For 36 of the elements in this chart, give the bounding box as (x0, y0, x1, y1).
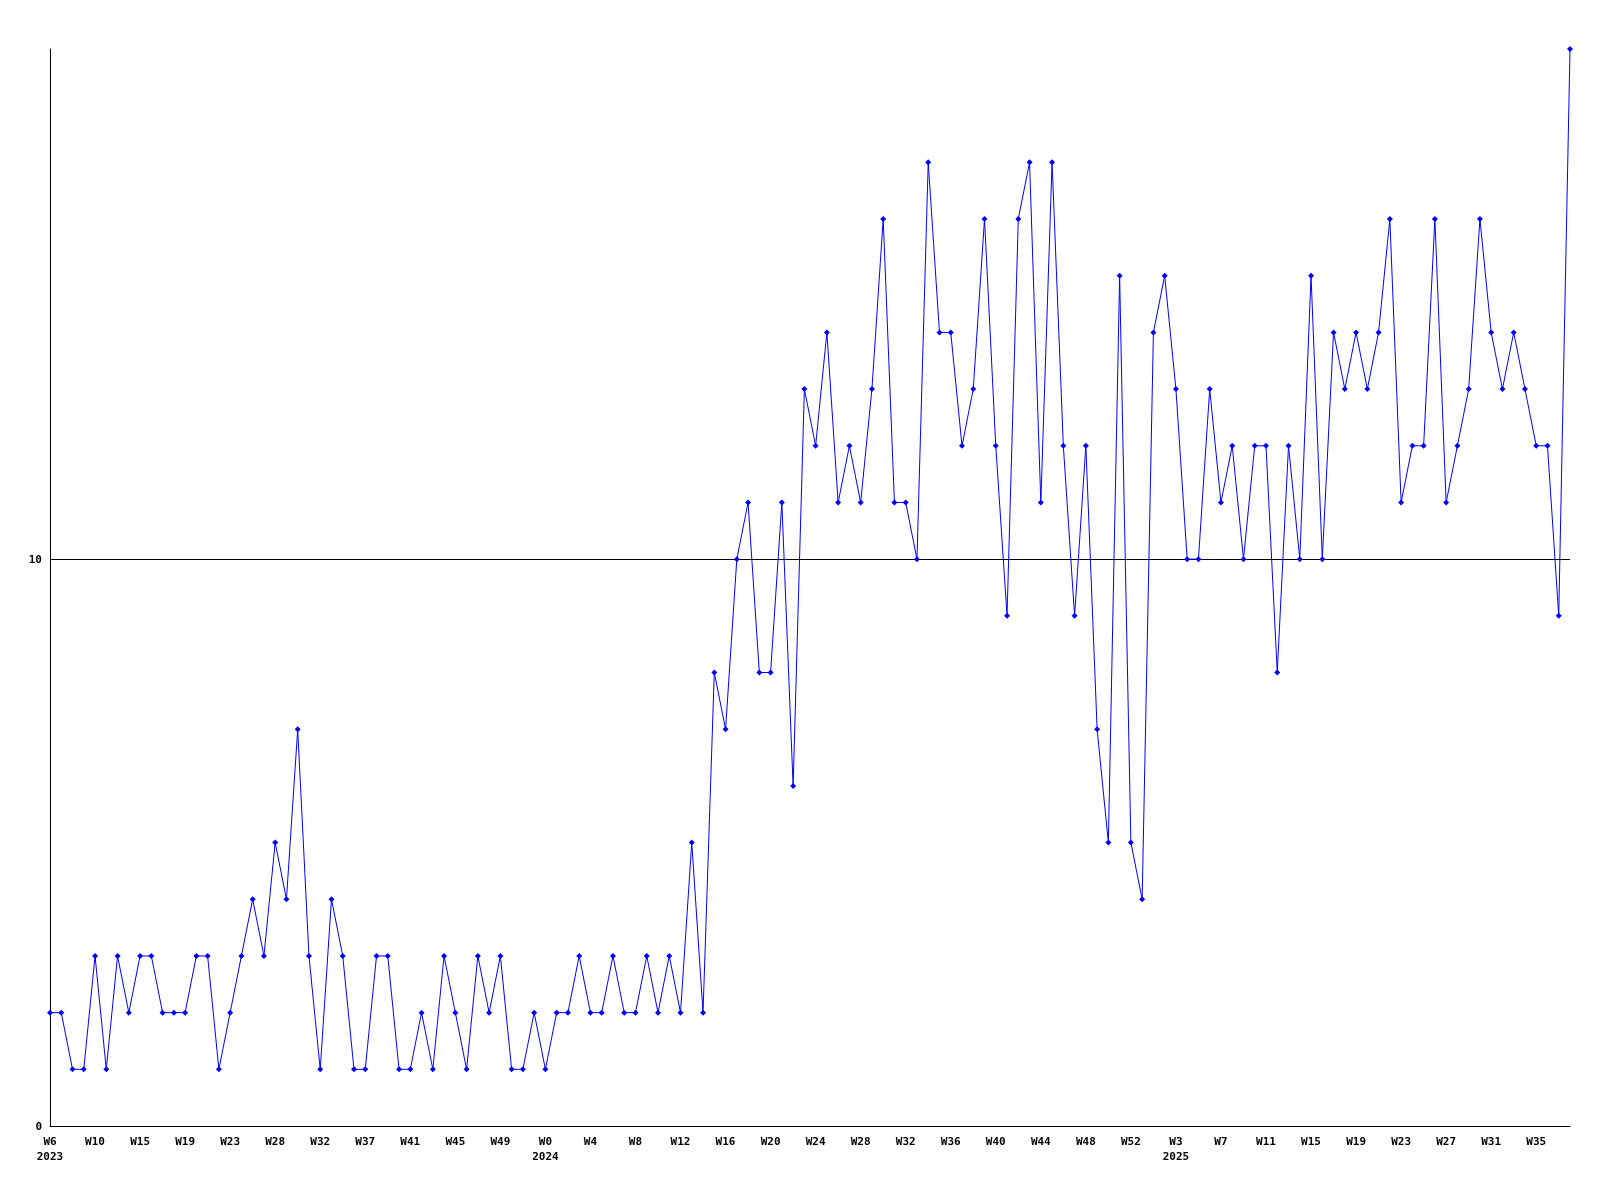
x-tick-label: W35 (1526, 1135, 1547, 1148)
x-tick-label: W28 (850, 1135, 871, 1148)
x-tick-label: W3 2025 (1162, 1135, 1190, 1163)
x-tick-label: W23 (1391, 1135, 1412, 1148)
x-tick-label: W15 (130, 1135, 151, 1148)
y-tick-label: 0 (35, 1119, 42, 1133)
x-tick-label: W40 (985, 1135, 1006, 1148)
x-tick-label: W15 (1301, 1135, 1321, 1148)
x-tick-label: W52 (1120, 1135, 1141, 1148)
y-tick-label: 10 (28, 552, 42, 566)
x-tick-label: W27 (1436, 1135, 1457, 1148)
x-tick-label: W0 2024 (532, 1135, 560, 1163)
x-tick-label: W11 (1256, 1135, 1277, 1148)
x-tick-label: W19 (175, 1135, 196, 1148)
x-tick-label: W44 (1030, 1135, 1052, 1148)
x-tick-label: W16 (715, 1135, 736, 1148)
x-tick-label: W19 (1346, 1135, 1367, 1148)
x-tick-label: W12 (670, 1135, 691, 1148)
x-tick-label: W24 (805, 1135, 826, 1148)
x-tick-label: W36 (940, 1135, 962, 1148)
x-tick-label: W32 (310, 1135, 331, 1148)
x-tick-label: W31 (1481, 1135, 1502, 1148)
x-tick-label: W37 (355, 1135, 376, 1148)
x-tick-label: W10 (85, 1135, 105, 1148)
x-tick-label: W49 (490, 1135, 511, 1148)
x-tick-label: W6 2023 (36, 1135, 64, 1163)
x-tick-label: W28 (265, 1135, 286, 1148)
x-tick-label: W45 (445, 1135, 466, 1148)
x-tick-label: W48 (1075, 1135, 1096, 1148)
x-tick-label: W41 (400, 1135, 421, 1148)
x-tick-label: W8 (628, 1135, 643, 1148)
x-tick-label: W32 (895, 1135, 916, 1148)
x-tick-label: W23 (220, 1135, 241, 1148)
x-tick-label: W20 (760, 1135, 781, 1148)
x-tick-label: W7 (1214, 1135, 1228, 1148)
x-tick-label: W4 (583, 1135, 598, 1148)
